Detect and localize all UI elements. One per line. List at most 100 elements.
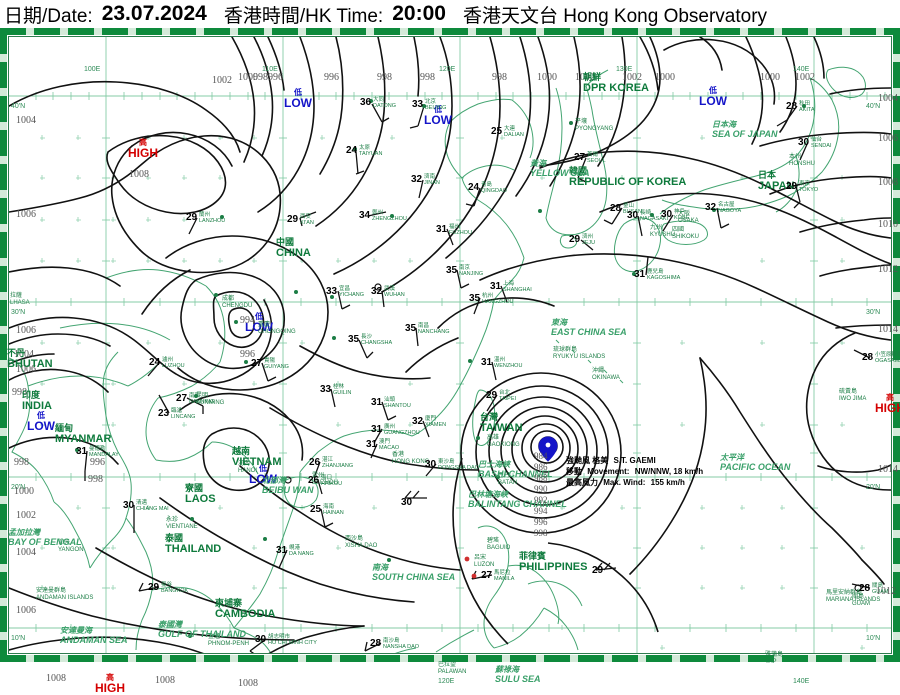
isobar-label-998-40: 998 [88,474,103,485]
region-label-shikoku-21: 四國 SHIKOKU [672,227,699,241]
region-label-cn: 巴丹 [498,473,511,479]
region-label-palawan-32: 巴拉望 PALAWAN [438,662,466,676]
station-temperature-5: 32 [411,174,423,185]
pressure-centre-en: LOW [249,472,277,486]
sea-label-beibu-wan-9: 北部灣 BEIBU WAN [262,476,314,495]
typhoon-maxwind-value: 155 km/h [650,478,685,487]
region-label-hong-kong-17: 香港 HONG KONG [392,452,429,466]
station-temperature-6: 24 [468,182,480,193]
region-label-chengdu-15: 成都 CHENGDU [222,296,252,310]
sea-label-cn: 北部灣 [262,476,286,485]
sea-label-en: GULF OF THAILAND [158,629,246,639]
station-temperature-50: 29 [148,582,160,593]
pressure-centre-low-4: 低 LOW [424,105,452,126]
station-name-guiyang-29: 貴陽 GUIYANG [264,358,289,370]
typhoon-isobar-996: 996 [534,517,548,527]
station-name-sendai-16: 仙台 SENDAI [811,137,831,149]
station-name-guangzhou-33: 廣州 GUANGZHOU [384,424,420,436]
station-temperature-11: 30 [627,210,639,221]
region-label-en: DPR KOREA [583,82,650,94]
region-label-en: LAOS [185,493,216,505]
station-name-cn: 關島 [872,583,884,589]
sea-label-sea-of-japan-0: 日本海 SEA OF JAPAN [712,120,778,139]
typhoon-isobar-998: 998 [534,528,548,538]
region-label-en: THAILAND [165,543,222,555]
pressure-centre-cn: 高 [139,138,147,147]
station-name-cn: 胡志明市 [268,634,291,640]
pressure-centre-cn: 低 [434,105,442,114]
station-name-akita-17: 秋田 AKITA [799,101,815,113]
station-name-en: NAGASAKI [640,216,669,222]
station-name-jinan-5: 濟南 JINAN [424,174,440,186]
lon-tick-140e-bottom: 140E [793,678,810,685]
station-name-cn: 首爾 [587,152,599,158]
region-label-cn: 永珍 [166,517,179,523]
region-label-cn: 琉球群島 [553,347,578,353]
station-name-cn: 東京 [799,181,811,187]
region-label-honshu-19: 本州 HONSHU [789,154,815,168]
region-label-cn: 安達曼群島 [36,588,67,594]
station-name-cn: 曼德勒 [89,446,106,452]
pressure-centre-cn: 低 [294,88,302,97]
date-value: 23.07.2024 [101,2,207,25]
sea-label-en: BASHI CHANNEL [478,469,553,479]
region-label-en: REPUBLIC OF KOREA [569,176,687,188]
isobars [9,37,891,653]
sea-label-cn: 黃海 [530,159,546,168]
station-name-en: TOKYO [799,187,819,193]
region-label-taiwan-4: 台灣 TAIWAN [480,412,523,434]
station-name-en: ZHENGZHOU [372,216,407,222]
isobar-label-1000-16: 1000 [238,72,258,83]
station-name-cn: 小笠原群島 [875,352,900,358]
station-name-en: JINAN [424,180,440,186]
region-label-en: INDIA [22,400,52,412]
station-name-cn: 名古屋 [718,202,735,208]
station-name-chiang-mai-49: 清邁 CHIANG MAI [136,500,169,512]
station-name-en: NANSHA DAO [383,644,420,650]
station-name-en: KOBE [674,215,690,221]
sea-label-en: BEIBU WAN [262,485,314,495]
station-name-cn: 大連 [504,126,516,132]
station-name-cn: 峴港 [289,545,301,551]
region-label-en: GUAM [852,601,870,607]
station-name-en: HANGZHOU [482,299,514,305]
station-name-en: TAIYUAN [359,151,383,157]
region-label-en: CAMBODIA [215,608,276,620]
sea-label-en: PACIFIC OCEAN [720,462,791,472]
region-label-lhasa-13: 拉薩 LHASA [10,293,30,307]
station-name-cn: 濟州 [582,234,594,240]
station-name-cn: 東沙島 [438,459,455,465]
lat-tick-40n-right: 40'N [866,103,881,110]
station-name-seoul-8: 首爾 SEOUL [587,152,606,164]
typhoon-maxwind-label-en: Max. Wind: [603,478,646,487]
region-label-en: VIENTIANE [166,524,198,530]
sea-label-cn: 日本海 [712,120,736,129]
station-name-cn: 馬尼拉 [494,570,511,576]
typhoon-name-en: S.T. GAEMI [613,456,656,465]
station-name-en: WENZHOU [494,363,523,369]
station-name-cn: 蘭州 [199,212,211,218]
station-name-lanzhou-19: 蘭州 LANZHOU [199,212,225,224]
station-name-cn: 北京 [425,99,437,105]
station-temperature-38: 26 [309,457,321,468]
region-label-cn: 巴拉望 [438,662,457,668]
station-name-en: WUHAN [384,292,405,298]
region-label-ryukyu-islands-26: 琉球群島 RYUKYU ISLANDS [553,347,605,361]
station-temperature-16: 30 [798,137,810,148]
station-temperature-22: 35 [348,334,360,345]
region-label-kunming-16: 昆明 KUNMING [196,393,224,407]
station-name-zhengzhou-1: 鄭州 ZHENGZHOU [372,210,407,222]
region-label-cn: 九州 [650,225,663,231]
station-name-qingdao-6: 青島 QINGDAO [481,182,507,194]
station-name-xi-an-0: 西安 XI'AN [300,214,314,226]
isobar-label-1008-13: 1008 [155,675,175,686]
station-name-lincang-47: 臨滄 LINCANG [171,408,195,420]
station-name-en: KAGOSHIMA [647,275,681,281]
isobar-label-1014-34: 1014 [878,324,898,335]
station-name-en: MANDALAY [89,452,119,458]
region-label-en: BHUTAN [7,358,53,370]
station-name-en: SENDAI [811,143,832,149]
station-temperature-51: 30 [255,634,267,645]
lon-tick-120e: 120E [439,66,456,73]
graticule-major [9,37,891,653]
